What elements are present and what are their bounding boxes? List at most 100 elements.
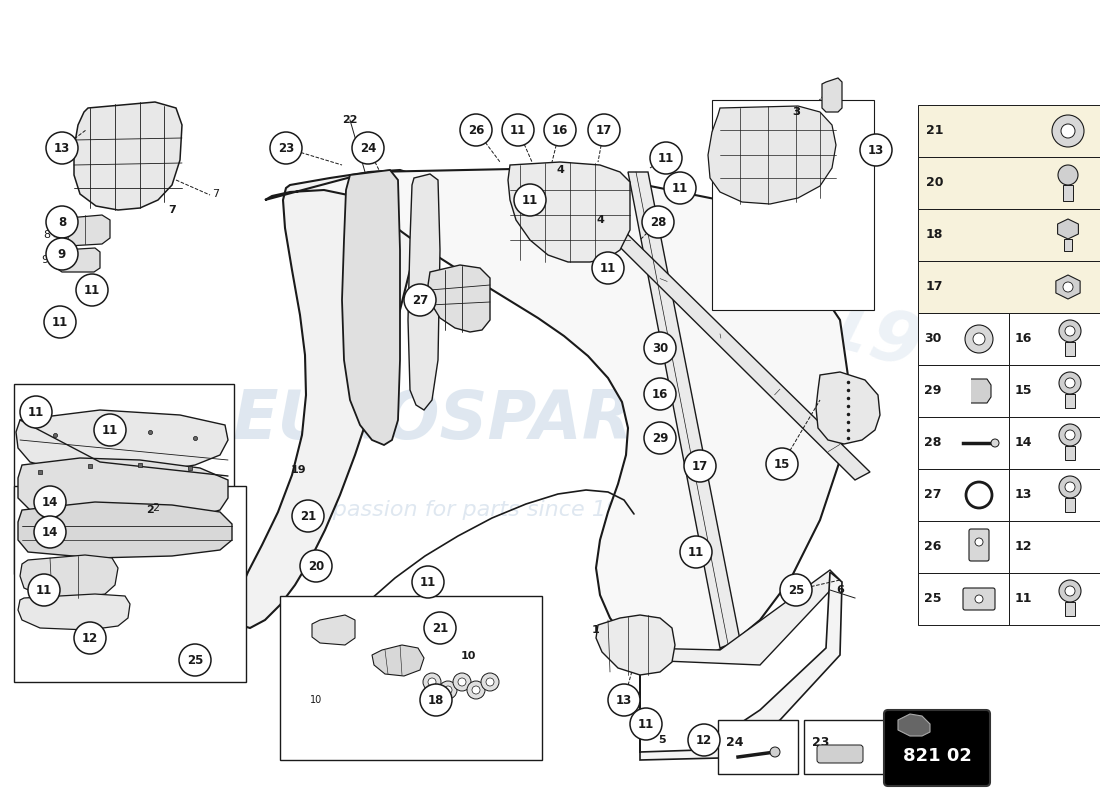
Text: 26: 26 [468,123,484,137]
Circle shape [428,678,436,686]
Circle shape [1058,165,1078,185]
Polygon shape [56,248,100,272]
Text: a passion for parts since 1985: a passion for parts since 1985 [311,500,648,520]
FancyBboxPatch shape [918,521,1009,573]
Circle shape [1052,115,1084,147]
Polygon shape [640,570,840,665]
Text: 18: 18 [428,694,444,706]
Text: 7: 7 [168,205,176,215]
Text: 11: 11 [672,182,689,194]
FancyBboxPatch shape [712,100,874,310]
FancyBboxPatch shape [804,720,884,774]
Text: 14: 14 [1015,437,1033,450]
Text: 30: 30 [924,333,942,346]
Circle shape [46,206,78,238]
Text: 20: 20 [308,559,324,573]
FancyBboxPatch shape [1065,446,1075,460]
Text: 11: 11 [688,546,704,558]
Circle shape [1059,580,1081,602]
Polygon shape [74,102,182,210]
Text: 9: 9 [58,247,66,261]
Circle shape [780,574,812,606]
Circle shape [460,114,492,146]
FancyBboxPatch shape [1009,313,1100,365]
Polygon shape [18,458,228,520]
Text: 3: 3 [793,107,800,117]
FancyBboxPatch shape [1009,573,1100,625]
Text: 11: 11 [52,315,68,329]
Text: 16: 16 [652,387,668,401]
Circle shape [44,306,76,338]
Circle shape [412,566,444,598]
Circle shape [28,574,60,606]
Polygon shape [372,645,424,676]
Polygon shape [628,172,740,648]
Circle shape [1062,124,1075,138]
FancyBboxPatch shape [962,588,996,610]
Circle shape [1059,476,1081,498]
FancyBboxPatch shape [14,486,246,682]
Text: 22: 22 [342,115,358,125]
Circle shape [1063,282,1072,292]
Text: 25: 25 [788,583,804,597]
Text: 1985: 1985 [814,290,1026,410]
Circle shape [680,536,712,568]
Text: 13: 13 [616,694,632,706]
Text: 15: 15 [1015,385,1033,398]
Circle shape [179,644,211,676]
FancyBboxPatch shape [14,384,234,574]
Polygon shape [1057,219,1078,239]
FancyBboxPatch shape [918,365,1009,417]
Circle shape [34,516,66,548]
Text: 1: 1 [592,625,600,635]
Text: 8: 8 [58,215,66,229]
FancyBboxPatch shape [918,573,1009,625]
Text: 12: 12 [81,631,98,645]
Circle shape [608,684,640,716]
Text: 29: 29 [924,385,942,398]
Text: 7: 7 [212,189,219,199]
Polygon shape [898,714,929,736]
Circle shape [664,172,696,204]
Circle shape [630,708,662,740]
FancyBboxPatch shape [918,417,1009,469]
Circle shape [974,333,984,345]
Circle shape [1065,378,1075,388]
Circle shape [481,673,499,691]
Circle shape [420,684,452,716]
Circle shape [424,673,441,691]
Text: 11: 11 [28,406,44,418]
Circle shape [46,132,78,164]
FancyBboxPatch shape [1009,469,1100,521]
Text: 11: 11 [102,423,118,437]
Polygon shape [596,615,675,675]
FancyBboxPatch shape [718,720,798,774]
Circle shape [453,673,471,691]
Text: 4: 4 [596,215,604,225]
Circle shape [270,132,302,164]
FancyBboxPatch shape [884,710,990,786]
Circle shape [76,274,108,306]
Circle shape [975,538,983,546]
Circle shape [439,681,456,699]
FancyBboxPatch shape [1064,239,1072,251]
Text: 25: 25 [187,654,204,666]
Text: 9: 9 [41,255,48,265]
Text: 28: 28 [650,215,667,229]
Circle shape [1065,430,1075,440]
Text: 5: 5 [658,735,666,745]
Text: 14: 14 [42,526,58,538]
FancyBboxPatch shape [1063,185,1072,201]
Circle shape [588,114,620,146]
Circle shape [544,114,576,146]
Polygon shape [408,174,440,410]
Text: 12: 12 [1015,541,1033,554]
Text: 2: 2 [152,503,160,513]
Circle shape [1065,586,1075,596]
Circle shape [424,612,456,644]
Circle shape [468,681,485,699]
Circle shape [644,378,676,410]
FancyBboxPatch shape [918,469,1009,521]
Circle shape [94,414,126,446]
Circle shape [642,206,674,238]
